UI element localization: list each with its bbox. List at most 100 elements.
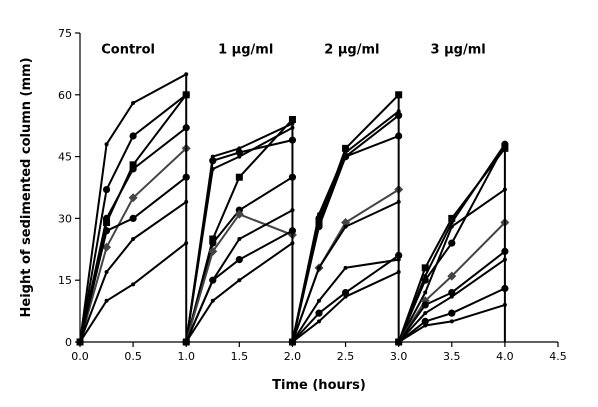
x-tick-label: 1.5 bbox=[231, 350, 249, 363]
data-point bbox=[129, 165, 137, 173]
data-point bbox=[209, 276, 217, 284]
data-point bbox=[102, 185, 111, 194]
data-point bbox=[423, 290, 428, 295]
group-label: 2 μg/ml bbox=[324, 43, 379, 58]
series-line bbox=[79, 127, 187, 343]
y-tick-label: 60 bbox=[58, 89, 72, 102]
axes bbox=[79, 33, 558, 343]
data-point bbox=[208, 246, 218, 256]
x-tick-label: 3.0 bbox=[390, 350, 408, 363]
data-point bbox=[235, 148, 243, 157]
series-line bbox=[397, 188, 506, 343]
series-line bbox=[398, 303, 506, 343]
data-point bbox=[315, 223, 323, 231]
series-line bbox=[397, 221, 506, 343]
data-point bbox=[209, 157, 217, 165]
data-point bbox=[102, 214, 111, 222]
data-point bbox=[237, 237, 242, 241]
series-line bbox=[397, 258, 506, 343]
group-labels: Control 1 μg/ml 2 μg/ml 3 μg/ml bbox=[101, 43, 485, 58]
data-point bbox=[209, 235, 217, 243]
series-line bbox=[79, 94, 187, 343]
data-point bbox=[317, 319, 321, 324]
y-tick-label: 45 bbox=[58, 151, 72, 164]
data-point bbox=[449, 319, 454, 324]
series-9 bbox=[182, 136, 297, 346]
series-line bbox=[79, 242, 187, 343]
data-point bbox=[343, 294, 348, 299]
data-point bbox=[237, 154, 242, 159]
tick-labels: 0.0 0.5 1.0 1.5 2.0 2.5 3.0 3.5 4.0 4.5 0 15 30 45 60 7… bbox=[58, 27, 567, 363]
x-tick-label: 4.0 bbox=[496, 350, 514, 363]
y-tick-label: 30 bbox=[58, 212, 72, 225]
x-tick-label: 2.5 bbox=[337, 350, 355, 363]
data-point bbox=[449, 294, 454, 299]
data-point bbox=[128, 193, 138, 203]
data-point bbox=[129, 161, 137, 169]
data-point bbox=[210, 298, 215, 303]
x-tick-label: 1.0 bbox=[177, 350, 195, 363]
data-point bbox=[235, 256, 243, 264]
data-point bbox=[421, 264, 429, 272]
group-label: Control bbox=[101, 43, 155, 58]
series-line bbox=[79, 201, 187, 343]
series-line bbox=[291, 258, 399, 343]
data-point bbox=[102, 242, 112, 252]
series-13 bbox=[181, 209, 297, 347]
data-point bbox=[210, 166, 215, 171]
data-point bbox=[317, 265, 321, 270]
data-point bbox=[209, 239, 217, 247]
x-axis-title: Time (hours) bbox=[272, 378, 366, 393]
data-point bbox=[448, 309, 456, 317]
data-point bbox=[423, 311, 428, 316]
data-point bbox=[102, 227, 111, 235]
group-label: 1 μg/ml bbox=[218, 43, 273, 58]
series-line bbox=[185, 229, 293, 343]
x-tick-label: 3.5 bbox=[443, 350, 461, 363]
series-line bbox=[185, 242, 293, 343]
series-line bbox=[79, 147, 187, 343]
x-tick-label: 0.0 bbox=[71, 350, 89, 363]
data-point bbox=[423, 323, 428, 328]
series-line bbox=[291, 135, 400, 343]
series-line bbox=[397, 250, 506, 343]
data-point bbox=[421, 276, 429, 284]
data-point bbox=[131, 282, 136, 287]
y-tick-label: 0 bbox=[65, 336, 72, 349]
data-point bbox=[315, 309, 323, 317]
series-line bbox=[185, 176, 293, 343]
series-layer bbox=[75, 72, 510, 347]
series-line bbox=[398, 287, 506, 343]
series-31 bbox=[395, 247, 509, 346]
data-point bbox=[448, 214, 456, 222]
data-point bbox=[343, 224, 348, 229]
series-line bbox=[185, 126, 293, 343]
data-point bbox=[129, 132, 137, 140]
data-point bbox=[234, 209, 244, 219]
y-tick-label: 75 bbox=[58, 27, 72, 40]
x-tick-label: 0.5 bbox=[124, 350, 142, 363]
series-line bbox=[79, 73, 187, 343]
series-line bbox=[291, 254, 400, 343]
series-line bbox=[79, 176, 187, 343]
data-point bbox=[104, 298, 109, 303]
data-point bbox=[237, 278, 242, 283]
y-axis-title: Height of sedimented column (mm) bbox=[19, 57, 34, 317]
y-tick-label: 15 bbox=[58, 274, 72, 287]
tick-marks bbox=[75, 32, 559, 347]
data-point bbox=[448, 239, 456, 247]
data-point bbox=[343, 265, 348, 270]
data-point bbox=[131, 237, 136, 241]
data-point bbox=[501, 140, 509, 148]
data-point bbox=[342, 144, 350, 152]
data-point bbox=[447, 271, 457, 281]
data-point bbox=[421, 301, 429, 309]
data-point bbox=[235, 173, 243, 181]
x-tick-label: 2.0 bbox=[284, 350, 302, 363]
data-point bbox=[104, 142, 109, 147]
series-line bbox=[291, 271, 400, 343]
data-point bbox=[131, 101, 136, 106]
data-point bbox=[421, 317, 429, 325]
data-point bbox=[341, 153, 350, 161]
